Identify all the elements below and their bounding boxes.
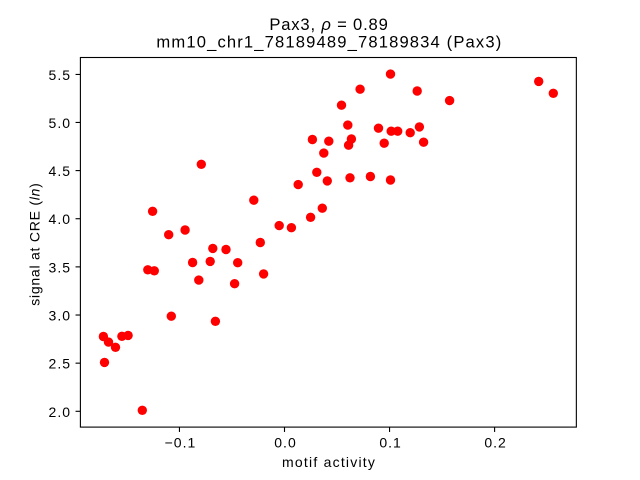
svg-text:signal at CRE (ln): signal at CRE (ln)	[27, 182, 43, 305]
svg-text:0.2: 0.2	[484, 435, 506, 451]
svg-text:0.1: 0.1	[379, 435, 401, 451]
svg-text:5.0: 5.0	[49, 115, 71, 131]
svg-text:4.0: 4.0	[49, 211, 71, 227]
svg-text:0.0: 0.0	[274, 435, 296, 451]
svg-text:4.5: 4.5	[49, 163, 71, 179]
svg-text:3.0: 3.0	[49, 308, 71, 324]
svg-text:mm10_chr1_78189489_78189834 (P: mm10_chr1_78189489_78189834 (Pax3)	[156, 33, 502, 52]
svg-text:5.5: 5.5	[49, 67, 71, 83]
svg-text:motif activity: motif activity	[282, 454, 376, 470]
svg-text:2.0: 2.0	[49, 404, 71, 420]
svg-text:2.5: 2.5	[49, 356, 71, 372]
svg-text:Pax3, ρ = 0.89: Pax3, ρ = 0.89	[269, 15, 388, 34]
svg-text:3.5: 3.5	[49, 259, 71, 275]
svg-text:−0.1: −0.1	[165, 435, 197, 451]
